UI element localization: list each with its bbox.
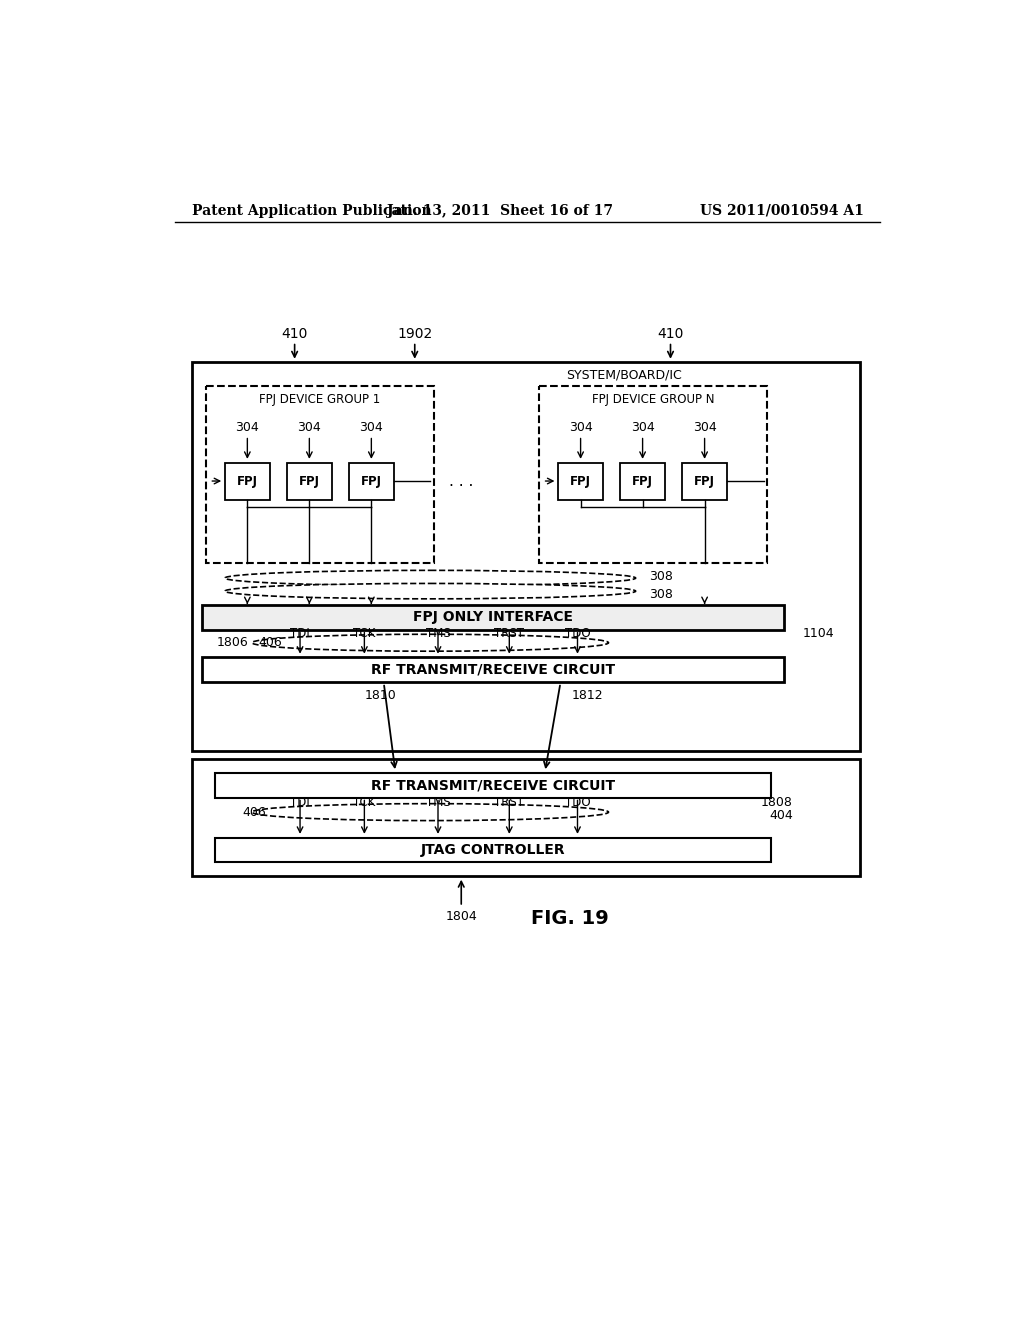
Text: 410: 410 [657, 327, 684, 341]
Bar [191, 363, 859, 751]
Text: TCK: TCK [353, 796, 376, 809]
Bar [206, 385, 434, 562]
Ellipse shape [225, 583, 636, 599]
Text: 410: 410 [282, 327, 308, 341]
Text: RF TRANSMIT/RECEIVE CIRCUIT: RF TRANSMIT/RECEIVE CIRCUIT [371, 779, 615, 792]
Text: 304: 304 [359, 421, 383, 434]
Bar [621, 462, 665, 499]
Bar [539, 385, 767, 562]
Text: SYSTEM/BOARD/IC: SYSTEM/BOARD/IC [566, 368, 682, 381]
Bar [202, 605, 784, 630]
Text: FPJ DEVICE GROUP 1: FPJ DEVICE GROUP 1 [259, 393, 381, 407]
Text: 304: 304 [631, 421, 654, 434]
Text: 404: 404 [769, 809, 793, 822]
Text: 304: 304 [692, 421, 717, 434]
Text: FPJ: FPJ [360, 474, 382, 487]
Bar [349, 462, 394, 499]
Bar [215, 837, 771, 862]
Bar [191, 759, 859, 876]
Text: FPJ: FPJ [237, 474, 258, 487]
Text: 1104: 1104 [802, 627, 834, 640]
Text: 1808: 1808 [761, 796, 793, 809]
Bar [287, 462, 332, 499]
Bar [202, 657, 784, 682]
Ellipse shape [225, 570, 636, 586]
Text: TDI: TDI [290, 796, 310, 809]
Bar [215, 774, 771, 797]
Text: Patent Application Publication: Patent Application Publication [191, 203, 431, 218]
Bar [682, 462, 727, 499]
Text: FPJ: FPJ [632, 474, 653, 487]
Text: FIG. 19: FIG. 19 [530, 909, 608, 928]
Text: 308: 308 [649, 570, 674, 583]
Text: 304: 304 [568, 421, 593, 434]
Text: JTAG CONTROLLER: JTAG CONTROLLER [421, 843, 565, 857]
Text: TDO: TDO [564, 796, 590, 809]
Text: RF TRANSMIT/RECEIVE CIRCUIT: RF TRANSMIT/RECEIVE CIRCUIT [371, 663, 615, 677]
Text: FPJ: FPJ [570, 474, 591, 487]
Text: Jan. 13, 2011  Sheet 16 of 17: Jan. 13, 2011 Sheet 16 of 17 [387, 203, 613, 218]
Text: . . .: . . . [450, 474, 473, 488]
Text: 1902: 1902 [397, 327, 432, 341]
Text: 304: 304 [236, 421, 259, 434]
Text: TCK: TCK [353, 627, 376, 640]
Text: FPJ DEVICE GROUP N: FPJ DEVICE GROUP N [592, 393, 715, 407]
Text: 1804: 1804 [445, 909, 477, 923]
Text: TDO: TDO [564, 627, 590, 640]
Text: TRST: TRST [495, 627, 524, 640]
Text: FPJ ONLY INTERFACE: FPJ ONLY INTERFACE [413, 610, 573, 624]
Text: TRST: TRST [495, 796, 524, 809]
Text: TDI: TDI [290, 627, 310, 640]
Text: 1806: 1806 [217, 636, 249, 649]
Text: 1810: 1810 [365, 689, 396, 702]
Text: 406: 406 [243, 805, 266, 818]
Text: FPJ: FPJ [299, 474, 319, 487]
Bar [558, 462, 603, 499]
Text: 1812: 1812 [571, 689, 603, 702]
Ellipse shape [252, 635, 608, 651]
Text: US 2011/0010594 A1: US 2011/0010594 A1 [700, 203, 864, 218]
Text: 304: 304 [298, 421, 322, 434]
Text: 406: 406 [258, 636, 282, 649]
Text: FPJ: FPJ [694, 474, 715, 487]
Text: 308: 308 [649, 589, 674, 602]
Ellipse shape [252, 804, 608, 821]
Text: TMS: TMS [426, 796, 451, 809]
Bar [225, 462, 270, 499]
Text: TMS: TMS [426, 627, 451, 640]
